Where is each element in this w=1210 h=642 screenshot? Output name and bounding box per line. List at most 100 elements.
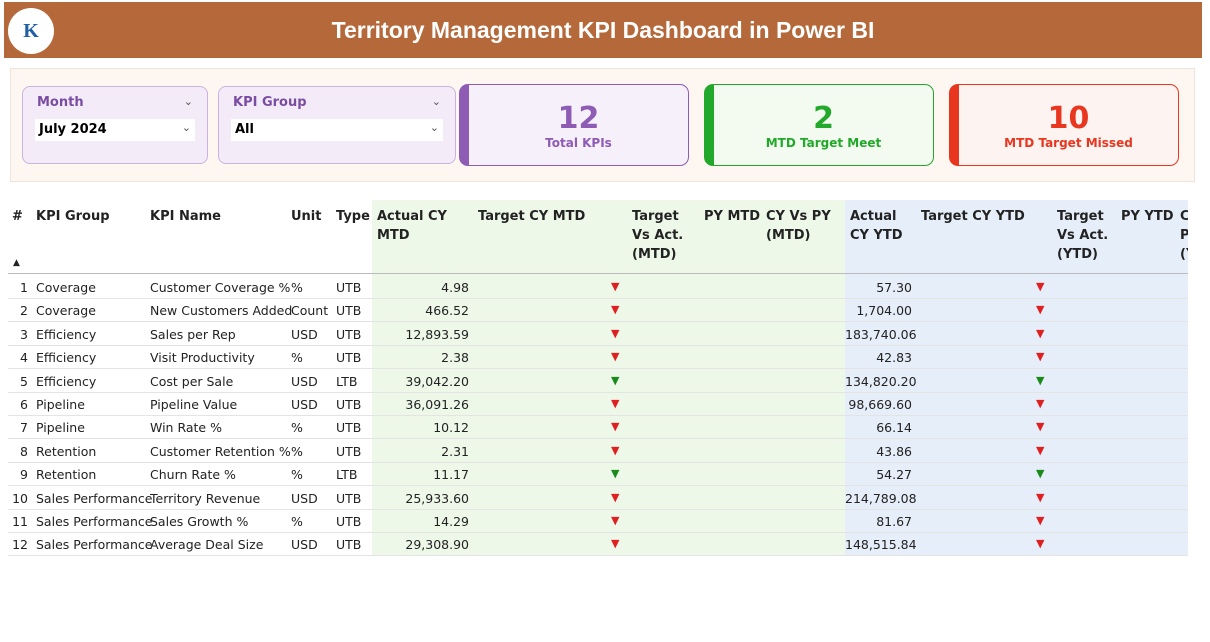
table-cell: 12,893.59: [405, 326, 469, 342]
table-cell: ▼: [1036, 326, 1045, 340]
table-cell: Sales Performance: [36, 514, 153, 529]
table-cell: 66.14: [876, 420, 912, 436]
row-rule: [8, 438, 1188, 440]
table-cell: 5: [20, 373, 28, 389]
table-cell: Retention: [36, 467, 97, 483]
chevron: ⌄: [431, 95, 441, 108]
table-cell: 10: [12, 490, 28, 506]
table-cell: USD: [291, 326, 318, 342]
table-cell: UTB: [336, 443, 362, 459]
row-rule: [8, 555, 1188, 557]
table-cell: %: [291, 514, 303, 529]
table-cell: ▼: [1036, 280, 1045, 293]
table-cell: %: [291, 420, 303, 436]
table-cell: Cost per Sale: [150, 373, 234, 389]
table-cell: 36,091.26: [405, 397, 469, 412]
table-cell: 214,789.08: [845, 490, 917, 506]
table-cell: UTB: [336, 490, 362, 506]
filter-value[interactable]: July 2024: [35, 119, 195, 141]
table-cell: ▼: [611, 280, 620, 293]
table-cell: Sales Performance: [36, 490, 153, 506]
column-header[interactable]: KPI Name: [150, 209, 221, 224]
table-cell: Customer Retention %: [150, 443, 291, 459]
table-cell: UTB: [336, 514, 362, 529]
table-cell: ▼: [1036, 490, 1045, 504]
table-cell: ▼: [1036, 443, 1045, 457]
row-rule: [8, 391, 1188, 393]
table-cell: 11: [12, 514, 28, 529]
filter[interactable]: Month July 2024 ⌄ ⌄: [22, 86, 208, 164]
table-cell: 2.38: [441, 350, 469, 366]
column-header[interactable]: CY Vs PY (MTD): [766, 209, 831, 243]
table-cell: Efficiency: [36, 326, 97, 342]
table-cell: Pipeline Value: [150, 397, 238, 412]
table-cell: Sales per Rep: [150, 326, 236, 342]
table-cell: ▼: [611, 467, 620, 481]
table-cell: New Customers Added: [150, 303, 293, 319]
chevron: ⌄: [183, 95, 193, 108]
column-header[interactable]: KPI Group: [36, 209, 110, 224]
column-header[interactable]: PY YTD: [1121, 209, 1174, 224]
table-cell: 42.83: [876, 350, 912, 366]
table-cell: ▼: [1036, 537, 1045, 551]
card-value: 10: [1047, 101, 1090, 136]
chevron: ⌄: [429, 121, 439, 134]
column-header[interactable]: CY Vs PY (YTD): [1180, 209, 1188, 262]
table-cell: ▼: [1036, 350, 1045, 364]
table-cell: Sales Performance: [36, 537, 153, 553]
table-cell: %: [291, 350, 303, 366]
table-cell: Average Deal Size: [150, 537, 264, 553]
table-cell: UTB: [336, 397, 362, 412]
row-rule: [8, 415, 1188, 416]
filter-value[interactable]: All: [231, 119, 443, 141]
header-rule: [8, 273, 1188, 274]
table-cell: Customer Coverage %: [150, 280, 291, 295]
row-rule: [8, 532, 1188, 533]
table-cell: ▼: [611, 303, 620, 317]
table-cell: 134,820.20: [845, 373, 917, 389]
table-cell: Sales Growth %: [150, 514, 249, 529]
table-cell: Pipeline: [36, 397, 85, 412]
table-cell: LTB: [336, 373, 358, 389]
table-cell: 7: [20, 420, 28, 436]
column-header[interactable]: Target CY YTD: [921, 209, 1025, 224]
column-header[interactable]: Target Vs Act. (MTD): [632, 209, 684, 262]
table-cell: ▼: [1036, 467, 1045, 481]
table-cell: 4.98: [441, 280, 469, 295]
table-cell: ▼: [611, 373, 620, 387]
logo: K: [8, 8, 54, 54]
column-header[interactable]: Actual CY YTD: [850, 209, 903, 243]
table-cell: USD: [291, 397, 318, 412]
column-header[interactable]: PY MTD: [704, 209, 761, 224]
table-cell: USD: [291, 537, 318, 553]
table-cell: ▼: [1036, 303, 1045, 317]
column-header[interactable]: Unit: [291, 209, 322, 224]
table-cell: 81.67: [876, 514, 912, 529]
table-cell: USD: [291, 490, 318, 506]
table-cell: UTB: [336, 420, 362, 436]
header: Territory Management KPI Dashboard in Po…: [4, 2, 1202, 58]
table-cell: Efficiency: [36, 350, 97, 366]
table-cell: 183,740.06: [845, 326, 917, 342]
filter-label: KPI Group: [233, 95, 307, 110]
column-header[interactable]: #: [12, 209, 23, 224]
table-cell: Coverage: [36, 280, 96, 295]
table-cell: UTB: [336, 326, 362, 342]
kpi-card: 12 Total KPIs: [459, 84, 689, 166]
kpi-card: 2 MTD Target Meet: [704, 84, 934, 166]
table-cell: ▼: [611, 420, 620, 434]
table-cell: 11.17: [433, 467, 469, 483]
table-cell: 29,308.90: [405, 537, 469, 553]
table-cell: 1,704.00: [856, 303, 912, 319]
column-header[interactable]: Type: [336, 209, 370, 224]
column-header[interactable]: Target Vs Act. (YTD): [1057, 209, 1109, 262]
filter-label: Month: [37, 95, 84, 110]
row-rule: [8, 344, 1188, 346]
filter[interactable]: KPI Group All ⌄ ⌄: [218, 86, 456, 164]
column-header[interactable]: Actual CY MTD: [377, 209, 447, 243]
table-cell: ▼: [1036, 397, 1045, 410]
table-cell: %: [291, 443, 303, 459]
table-cell: LTB: [336, 467, 358, 483]
table-cell: 39,042.20: [405, 373, 469, 389]
column-header[interactable]: Target CY MTD: [478, 209, 586, 224]
